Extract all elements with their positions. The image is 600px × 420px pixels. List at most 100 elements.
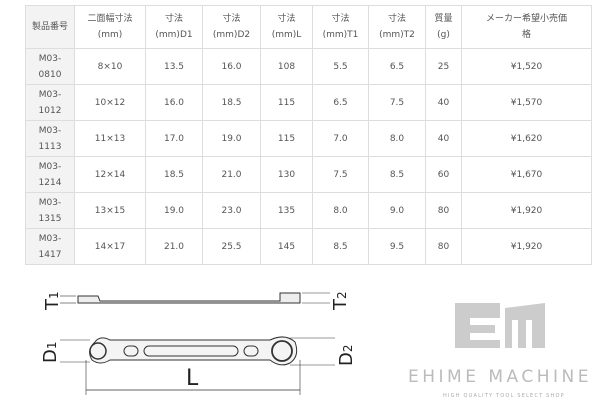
code-line: 1417 [38, 249, 62, 260]
header-line: 寸法 [222, 14, 241, 24]
table-cell: 40 [425, 120, 462, 157]
header-line: (mm) [97, 30, 123, 40]
header-line: 寸法 [331, 14, 350, 24]
table-cell: 80 [425, 228, 462, 265]
table-row: M03- 1113 11×13 17.0 19.0 115 7.0 8.0 40 ¥1,620 [25, 120, 592, 157]
header-line: 製品番号 [31, 22, 68, 32]
t2-label: T2 [330, 291, 351, 311]
header-line: (mm)D1 [155, 30, 193, 40]
code-line: 1113 [38, 141, 62, 152]
column-header: 質量 (g) [425, 5, 462, 49]
header-line: (mm)T1 [322, 30, 359, 40]
header-line: (mm)T2 [379, 30, 415, 40]
table-cell: 21.0 [202, 156, 261, 193]
table-cell: 18.5 [145, 156, 203, 193]
logo-mark [455, 303, 545, 348]
table-cell: 115 [260, 84, 313, 121]
table-cell: 16.0 [202, 48, 261, 85]
table-cell: 8.5 [312, 228, 369, 265]
table-cell: 115 [260, 120, 313, 157]
table-cell: 9.5 [368, 228, 426, 265]
code-line: 1315 [38, 213, 62, 224]
code-line: M03- [38, 89, 62, 100]
column-header: メーカー希望小売価格 [461, 5, 592, 49]
column-header: 寸法 (mm)L [260, 5, 313, 49]
l-label: L [186, 366, 199, 391]
table-cell: 23.0 [202, 192, 261, 229]
table-cell: 25 [425, 48, 462, 85]
code-line: M03- [38, 53, 62, 64]
table-cell: 18.5 [202, 84, 261, 121]
wrench-top-view [89, 336, 298, 366]
column-header: 寸法 (mm)D1 [145, 5, 203, 49]
header-line: 寸法 [164, 14, 183, 24]
table-cell: 8.0 [312, 192, 369, 229]
d1-label: D1 [40, 341, 61, 363]
code-line: 1214 [38, 177, 62, 188]
table-cell: 108 [260, 48, 313, 85]
table-cell: 5.5 [312, 48, 369, 85]
header-line: メーカー希望小売価 [485, 14, 567, 24]
product-code-cell: M03- 1214 [25, 156, 75, 193]
table-cell: 6.5 [368, 48, 426, 85]
column-header: 二面幅寸法 (mm) [74, 5, 146, 49]
product-code-cell: M03- 1012 [25, 84, 75, 121]
table-cell: ¥1,920 [461, 192, 592, 229]
table-cell: 7.0 [312, 120, 369, 157]
table-cell: 25.5 [202, 228, 261, 265]
d2-label: D2 [336, 344, 357, 366]
code-line: 0810 [38, 69, 62, 80]
wrench-side-view [77, 292, 301, 304]
table-row: M03- 0810 8×10 13.5 16.0 108 5.5 6.5 25 ¥1,520 [25, 48, 592, 85]
table-cell: ¥1,920 [461, 228, 592, 265]
column-header: 寸法 (mm)D2 [202, 5, 261, 49]
table-cell: 8×10 [74, 48, 146, 85]
table-row: M03- 1012 10×12 16.0 18.5 115 6.5 7.5 40 ¥1,570 [25, 84, 592, 121]
table-cell: 8.5 [368, 156, 426, 193]
header-row: 製品番号 二面幅寸法 (mm) 寸法 (mm)D1 寸法 (mm)D2 寸法 (mm)L 寸法 (m… [25, 5, 592, 49]
header-line: 二面幅寸法 [87, 14, 133, 24]
table-cell: 13.5 [145, 48, 203, 85]
table-cell: 7.5 [368, 84, 426, 121]
table-cell: 60 [425, 156, 462, 193]
product-code-cell: M03- 1315 [25, 192, 75, 229]
logo-tagline: HIGH QUALITY TOOL SELECT SHOP [443, 393, 565, 399]
table-cell: 17.0 [145, 120, 203, 157]
product-code-cell: M03- 0810 [25, 48, 75, 85]
header-line: (g) [437, 30, 450, 40]
table-cell: 12×14 [74, 156, 146, 193]
table-cell: 21.0 [145, 228, 203, 265]
table-cell: 19.0 [202, 120, 261, 157]
table-row: M03- 1214 12×14 18.5 21.0 130 7.5 8.5 60 ¥1,670 [25, 156, 592, 193]
spec-table: 製品番号 二面幅寸法 (mm) 寸法 (mm)D1 寸法 (mm)D2 寸法 (mm)L 寸法 (m… [25, 5, 592, 265]
header-line: (mm)D2 [212, 30, 251, 40]
header-line: 質量 [434, 14, 453, 24]
header-line: 寸法 [387, 14, 406, 24]
table-cell: 16.0 [145, 84, 203, 121]
column-header: 製品番号 [25, 5, 75, 49]
table-cell: ¥1,620 [461, 120, 592, 157]
table-cell: 14×17 [74, 228, 146, 265]
code-line: 1012 [38, 105, 62, 116]
wrench-diagram: T1 T2 D1 D2 L EHIME MACHINE HIGH QUALITY… [40, 291, 592, 399]
table-cell: ¥1,570 [461, 84, 592, 121]
header-line: 寸法 [277, 14, 296, 24]
logo-name: EHIME MACHINE [408, 367, 592, 387]
table-cell: 6.5 [312, 84, 369, 121]
product-code-cell: M03- 1113 [25, 120, 75, 157]
code-line: M03- [38, 233, 62, 244]
logo: EHIME MACHINE HIGH QUALITY TOOL SELECT S… [408, 303, 592, 399]
table-row: M03- 1315 13×15 19.0 23.0 135 8.0 9.0 80 ¥1,920 [25, 192, 592, 229]
product-code-cell: M03- 1417 [25, 228, 75, 265]
table-row: M03- 1417 14×17 21.0 25.5 145 8.5 9.5 80 ¥1,920 [25, 228, 592, 265]
header-line: 格 [521, 30, 531, 40]
table-cell: 80 [425, 192, 462, 229]
table-cell: 130 [260, 156, 313, 193]
code-line: M03- [38, 197, 62, 208]
table-cell: ¥1,520 [461, 48, 592, 85]
table-cell: 135 [260, 192, 313, 229]
header-line: (mm)L [271, 30, 302, 40]
table-cell: 19.0 [145, 192, 203, 229]
table-cell: ¥1,670 [461, 156, 592, 193]
table-cell: 7.5 [312, 156, 369, 193]
